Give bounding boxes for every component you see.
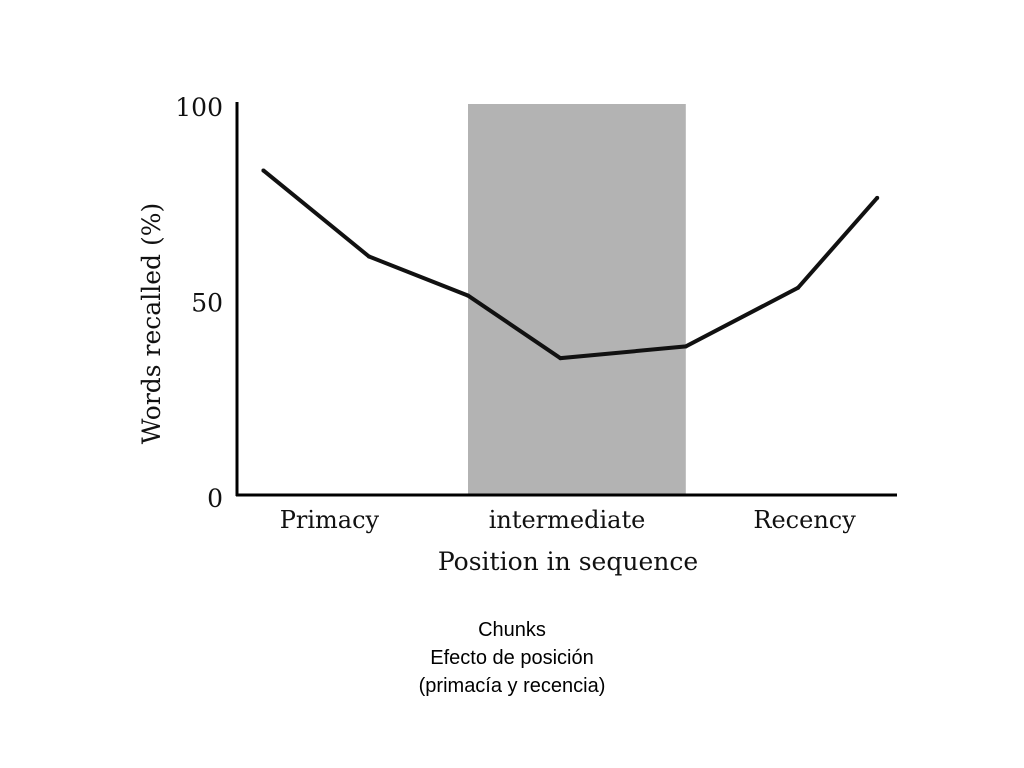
data-point-1 [367,254,371,259]
intermediate-shaded-region [468,104,686,495]
x-axis-label: Position in sequence [438,547,698,576]
caption-line-2: Efecto de posición [430,647,594,669]
data-point-0 [261,168,266,173]
caption-line-1: Chunks [478,619,546,641]
data-point-3 [558,356,563,361]
y-tick-label-0: 0 [207,484,223,513]
data-point-4 [683,344,688,349]
x-category-label-recency: Recency [753,506,856,534]
x-category-label-intermediate: intermediate [489,506,646,534]
x-category-label-primacy: Primacy [280,506,380,534]
data-point-2 [466,293,470,298]
y-tick-label-50: 50 [191,289,223,318]
y-axis-label: Words recalled (%) [137,203,166,444]
slide-caption: Chunks Efecto de posición (primacía y re… [0,616,1024,700]
caption-line-3: (primacía y recencia) [418,675,606,697]
serial-position-chart: 0 50 100 Words recalled (%) Primacy intermedi… [137,93,897,576]
data-point-6 [875,195,880,200]
data-point-5 [796,285,800,290]
y-tick-label-100: 100 [175,93,223,122]
